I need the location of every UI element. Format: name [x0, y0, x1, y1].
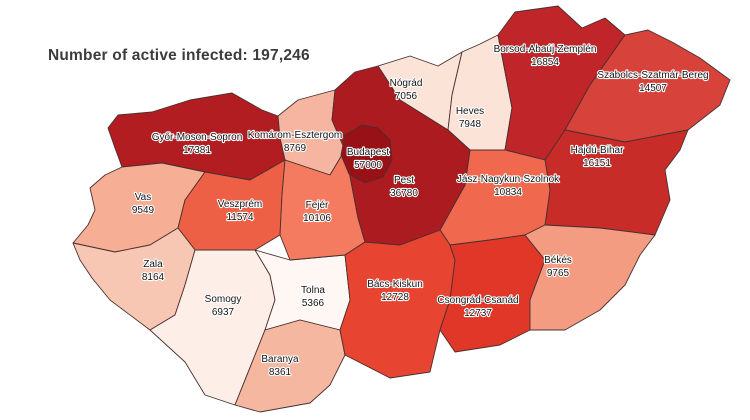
county-label-csongrad-csanad: Csongrád-Csanád 12737: [437, 295, 518, 319]
county-label-tolna: Tolna 5366: [301, 285, 325, 309]
county-shape-csongrad-csanad: [439, 234, 546, 353]
county-label-bekes: Békés 9765: [544, 255, 572, 279]
county-label-fejer: Fejér 10106: [303, 200, 331, 224]
county-label-szabolcs-szatmar-bereg: Szabolcs-Szatmár-Bereg 14507: [597, 70, 708, 94]
county-shape-budapest: [340, 124, 393, 184]
county-label-borsod-abauj-zemplen: Borsod-Abaúj-Zemplén 16854: [494, 44, 597, 68]
county-shape-veszprem: [177, 159, 286, 251]
county-label-bacs-kiskun: Bács-Kiskun 12728: [367, 279, 423, 303]
county-label-gyor-moson-sopron: Győr-Moson-Sopron 17381: [152, 132, 243, 156]
county-label-heves: Heves 7948: [456, 106, 484, 130]
county-label-baranya: Baranya 8361: [261, 354, 299, 378]
county-label-hajdu-bihar: Hajdú-Bihar 16151: [571, 145, 624, 169]
county-shape-bekes: [524, 224, 656, 331]
county-label-vas: Vas 9549: [132, 192, 155, 216]
county-label-budapest: Budapest 57000: [347, 147, 389, 171]
county-shape-bacs-kiskun: [339, 229, 456, 379]
county-label-komarom-esztergom: Komárom-Esztergom 8769: [248, 130, 342, 154]
county-shape-baranya: [234, 319, 346, 413]
map-title: Number of active infected: 197,246: [48, 47, 310, 64]
county-label-zala: Zala 8164: [142, 259, 165, 283]
county-shape-szabolcs-szatmar-bereg: [564, 29, 731, 143]
county-label-jasz-nagykun-szolnok: Jász-Nagykun-Szolnok 10834: [457, 174, 560, 198]
county-label-pest: Pest 36780: [390, 175, 418, 199]
county-label-veszprem: Veszprém 11574: [218, 199, 262, 223]
county-label-somogy: Somogy 6937: [205, 294, 242, 318]
county-label-nograd: Nógrád 7056: [390, 78, 423, 102]
